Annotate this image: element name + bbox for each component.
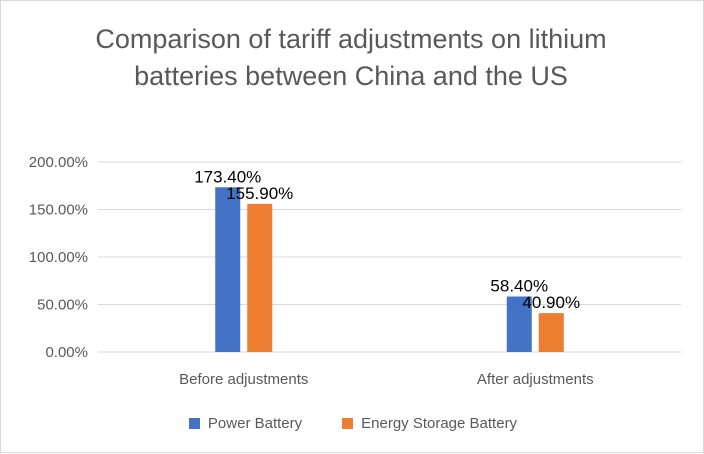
legend-swatch-power-battery — [188, 418, 200, 429]
bar — [538, 313, 564, 352]
legend-item-energy-storage-battery: Energy Storage Battery — [342, 415, 517, 432]
x-category-label: After adjustments — [477, 371, 594, 388]
x-category-label: Before adjustments — [179, 371, 308, 388]
legend-item-power-battery: Power Battery — [188, 415, 303, 432]
chart-legend: Power Battery Energy Storage Battery — [1, 415, 704, 432]
y-tick-label: 150.00% — [29, 202, 88, 219]
legend-swatch-energy-storage-battery — [342, 418, 354, 429]
bar — [506, 296, 532, 352]
legend-label-energy-storage-battery: Energy Storage Battery — [361, 415, 518, 432]
data-label: 173.40% — [194, 167, 261, 186]
bar — [247, 203, 273, 352]
data-label: 58.40% — [490, 277, 548, 296]
y-tick-label: 100.00% — [29, 249, 88, 266]
y-tick-label: 50.00% — [37, 297, 88, 314]
data-label: 155.90% — [226, 184, 293, 203]
bar — [215, 187, 241, 352]
data-label: 40.90% — [522, 293, 580, 312]
legend-label-power-battery: Power Battery — [207, 415, 303, 432]
y-tick-label: 200.00% — [29, 154, 88, 171]
chart-title: Comparison of tariff adjustments on lith… — [95, 24, 607, 91]
y-tick-label: 0.00% — [45, 344, 88, 361]
